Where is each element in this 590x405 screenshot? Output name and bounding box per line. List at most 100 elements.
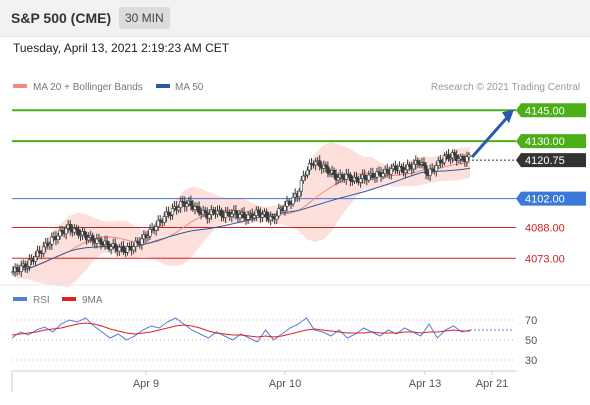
candle-body (393, 165, 397, 170)
instrument-title: S&P 500 (CME) (11, 10, 112, 26)
candle-body (74, 228, 79, 230)
candles-layer (11, 149, 471, 277)
key-levels-layer (12, 109, 516, 259)
candle-body (179, 200, 183, 208)
candle-body (340, 174, 344, 179)
candle-body (76, 229, 81, 236)
candle-body (283, 205, 287, 211)
candle-body (256, 209, 260, 214)
candle-body (82, 231, 87, 236)
candle-body (136, 240, 140, 244)
candle-body (168, 214, 173, 217)
candle-body (87, 237, 91, 241)
candle-body (58, 230, 62, 237)
rsi-tick-label: 30 (525, 355, 537, 367)
candle-body (448, 157, 453, 160)
candle-body (27, 259, 31, 267)
candle-body (91, 235, 95, 242)
candle-body (215, 210, 220, 215)
ma50-legend-swatch (156, 84, 170, 88)
candle-body (434, 165, 438, 172)
candle-body (156, 219, 160, 227)
candle-body (109, 246, 113, 250)
level-label-4130.00: 4130.00 (525, 136, 565, 148)
candle-body (219, 209, 224, 217)
candle-body (399, 166, 404, 168)
candle-body (297, 190, 301, 197)
candle-body (428, 168, 432, 176)
candle-body (344, 173, 348, 180)
x-tick-label: Apr 9 (133, 378, 159, 390)
candle-body (375, 171, 379, 178)
candle-body (424, 165, 428, 174)
level-tag-4120.75 (516, 153, 586, 168)
candle-body (15, 267, 19, 271)
rsi-legend-swatch (13, 297, 27, 301)
candle-body (446, 154, 451, 160)
candle-body (359, 178, 363, 183)
candle-body (132, 246, 136, 251)
candle-body (328, 172, 332, 175)
candle-body (442, 155, 447, 163)
candle-body (403, 169, 408, 174)
forecast-arrow-shaft (470, 113, 512, 159)
candle-body (350, 180, 355, 182)
candle-body (56, 235, 60, 240)
candle-body (422, 162, 426, 166)
candle-body (207, 214, 211, 219)
candle-body (166, 211, 171, 216)
candle-body (299, 180, 303, 192)
rsi-tick-label: 70 (525, 315, 537, 327)
candle-body (381, 173, 385, 177)
candle-body (113, 243, 117, 249)
level-label-4073.00: 4073.00 (525, 253, 565, 265)
candle-body (467, 154, 471, 158)
candle-body (269, 216, 273, 221)
candle-body (99, 238, 103, 245)
candle-body (154, 226, 158, 231)
chart-timestamp: Tuesday, April 13, 2021 2:19:23 AM CET (13, 41, 230, 55)
candle-body (260, 214, 265, 218)
chart-area: MA 20 + Bollinger Bands MA 50 Research ©… (0, 62, 590, 400)
candle-body (48, 243, 52, 247)
candle-body (303, 174, 308, 177)
candle-body (334, 174, 338, 181)
candle-body (19, 265, 23, 272)
candle-body (140, 238, 144, 245)
candle-body (25, 266, 29, 269)
level-label-4102.00: 4102.00 (525, 194, 565, 206)
candle-body (363, 174, 367, 179)
candle-body (50, 236, 54, 245)
candle-body (307, 163, 312, 171)
candle-body (64, 227, 68, 235)
rsi-line (11, 317, 471, 343)
candle-body (438, 160, 442, 163)
candle-body (33, 256, 38, 262)
rsi-tick-label: 50 (525, 335, 537, 347)
candle-body (324, 164, 328, 168)
candle-body (242, 212, 246, 218)
interval-badge[interactable]: 30 MIN (119, 7, 170, 29)
candle-body (406, 164, 410, 171)
rsi-panel-layer: 70 50 30 (11, 315, 537, 367)
x-tick-label: Apr 10 (269, 378, 301, 390)
candle-body (465, 156, 469, 163)
candle-body (371, 173, 375, 179)
candle-body (385, 168, 389, 173)
candle-body (412, 163, 416, 170)
candle-body (146, 235, 150, 238)
candle-body (211, 209, 215, 213)
ma20-legend-label: MA 20 + Bollinger Bands (33, 82, 143, 93)
candle-body (397, 166, 402, 172)
x-tick-label: Apr 13 (409, 378, 441, 390)
level-label-4088.00: 4088.00 (525, 222, 565, 234)
candle-body (230, 213, 234, 217)
x-axis-ticks: Apr 9 Apr 10 Apr 13 Apr 21 (133, 371, 508, 390)
candle-body (275, 215, 279, 220)
level-tag-4102.00 (516, 191, 586, 206)
candle-body (224, 211, 228, 218)
candle-body (193, 206, 197, 210)
candle-body (78, 234, 83, 237)
candle-body (301, 175, 305, 181)
candle-body (436, 160, 440, 166)
